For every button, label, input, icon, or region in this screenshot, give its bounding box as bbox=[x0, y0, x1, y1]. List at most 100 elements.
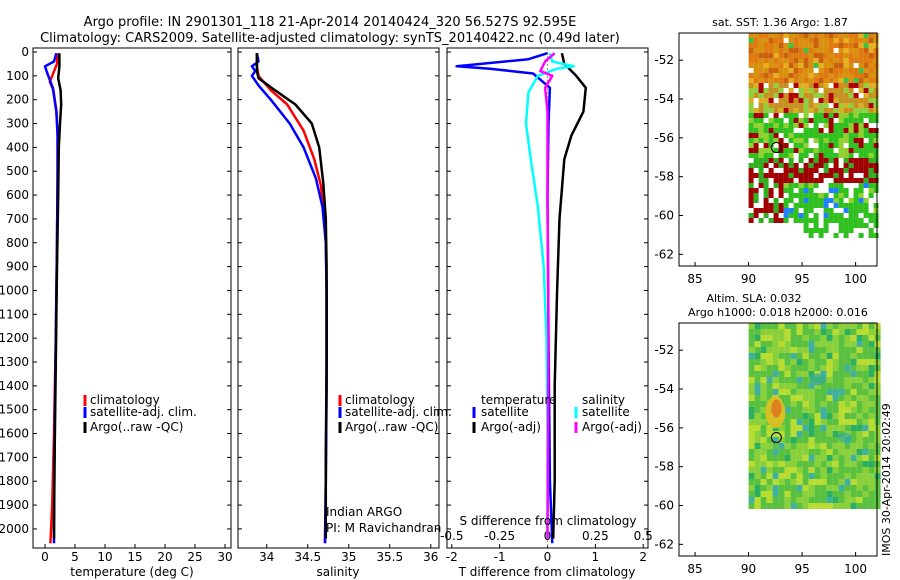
sst-cell bbox=[783, 93, 789, 98]
sla-cell bbox=[844, 341, 851, 347]
sla-cell bbox=[862, 413, 869, 419]
sst-cell bbox=[763, 108, 769, 113]
sst-cell bbox=[798, 193, 804, 198]
sla-cell bbox=[856, 353, 863, 359]
sla-cell bbox=[796, 479, 803, 485]
sst-cell bbox=[783, 213, 789, 218]
sst-cell bbox=[803, 153, 809, 158]
sst-cell bbox=[803, 118, 809, 123]
sst-cell bbox=[798, 218, 804, 223]
difference-xlabel-t: T difference from climatology bbox=[458, 565, 636, 579]
sst-cell bbox=[873, 43, 879, 48]
sst-cell bbox=[828, 183, 834, 188]
sla-cell bbox=[850, 419, 857, 425]
sla-cell bbox=[784, 485, 791, 491]
sst-cell bbox=[773, 73, 779, 78]
sst-cell bbox=[818, 178, 824, 183]
sst-cell bbox=[808, 93, 814, 98]
sla-cell bbox=[862, 401, 869, 407]
sst-cell bbox=[768, 58, 774, 63]
sla-cell bbox=[760, 413, 767, 419]
sst-cell bbox=[828, 88, 834, 93]
sst-cell bbox=[798, 53, 804, 58]
sst-cell bbox=[853, 38, 859, 43]
sst-cell bbox=[843, 128, 849, 133]
sst-cell bbox=[833, 163, 839, 168]
sst-cell bbox=[833, 108, 839, 113]
sst-cell bbox=[803, 228, 809, 233]
sst-cell bbox=[793, 63, 799, 68]
sla-cell bbox=[844, 455, 851, 461]
sla-cell bbox=[856, 395, 863, 401]
sst-cell bbox=[868, 108, 874, 113]
sla-cell bbox=[874, 407, 881, 413]
sla-cell bbox=[778, 347, 785, 353]
sst-cell bbox=[758, 88, 764, 93]
sla-cell bbox=[760, 443, 767, 449]
sla-cell bbox=[868, 371, 875, 377]
y-tick-label: 1800 bbox=[0, 474, 29, 488]
sst-cell bbox=[828, 158, 834, 163]
sla-cell bbox=[868, 497, 875, 503]
sla-cell bbox=[826, 383, 833, 389]
sst-cell bbox=[823, 158, 829, 163]
sla-cell bbox=[850, 479, 857, 485]
sst-cell bbox=[803, 188, 809, 193]
sla-cell bbox=[772, 383, 779, 389]
sst-cell bbox=[748, 98, 754, 103]
sla-cell bbox=[814, 443, 821, 449]
x-tick-label: 36 bbox=[423, 550, 438, 564]
sst-cell bbox=[838, 193, 844, 198]
sst-cell bbox=[758, 43, 764, 48]
sla-cell bbox=[820, 467, 827, 473]
sst-cell bbox=[863, 198, 869, 203]
sst-cell bbox=[873, 103, 879, 108]
sla-cell bbox=[838, 473, 845, 479]
sst-cell bbox=[798, 158, 804, 163]
sla-cell bbox=[754, 407, 761, 413]
sst-cell bbox=[808, 63, 814, 68]
sst-cell bbox=[868, 43, 874, 48]
sla-cell bbox=[790, 377, 797, 383]
sla-cell bbox=[862, 503, 869, 509]
sst-cell bbox=[818, 68, 824, 73]
sst-cell bbox=[758, 133, 764, 138]
sla-cell bbox=[874, 359, 881, 365]
sla-cell bbox=[874, 353, 881, 359]
sla-cell bbox=[754, 419, 761, 425]
sst-cell bbox=[798, 198, 804, 203]
sla-cell bbox=[766, 455, 773, 461]
sla-cell bbox=[832, 407, 839, 413]
sst-cell bbox=[758, 113, 764, 118]
sla-cell bbox=[838, 371, 845, 377]
sla-cell bbox=[790, 413, 797, 419]
sst-cell bbox=[753, 53, 759, 58]
sla-cell bbox=[802, 359, 809, 365]
sst-cell bbox=[823, 168, 829, 173]
sst-cell bbox=[803, 213, 809, 218]
sst-cell bbox=[803, 73, 809, 78]
sst-cell bbox=[873, 83, 879, 88]
sst-cell bbox=[838, 78, 844, 83]
sst-cell bbox=[853, 113, 859, 118]
sst-cell bbox=[803, 183, 809, 188]
sst-cell bbox=[788, 128, 794, 133]
sla-cell bbox=[778, 431, 785, 437]
sst-cell bbox=[818, 118, 824, 123]
sst-cell bbox=[763, 63, 769, 68]
sst-cell bbox=[778, 38, 784, 43]
sla-cell bbox=[754, 341, 761, 347]
sla-cell bbox=[814, 419, 821, 425]
sst-cell bbox=[813, 228, 819, 233]
sla-cell bbox=[814, 383, 821, 389]
sla-cell bbox=[772, 503, 779, 509]
sst-cell bbox=[848, 203, 854, 208]
sst-cell bbox=[768, 63, 774, 68]
sst-cell bbox=[773, 178, 779, 183]
sla-cell bbox=[862, 425, 869, 431]
sst-cell bbox=[783, 48, 789, 53]
sst-cell bbox=[773, 68, 779, 73]
sst-cell bbox=[833, 88, 839, 93]
sst-cell bbox=[793, 163, 799, 168]
sla-cell bbox=[850, 485, 857, 491]
